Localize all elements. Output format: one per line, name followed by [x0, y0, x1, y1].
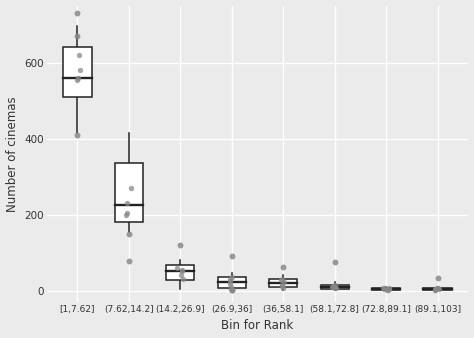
- Point: [73, 77, 81, 82]
- Point: [228, 287, 236, 292]
- Point: [179, 267, 186, 272]
- Point: [280, 280, 288, 285]
- Point: [383, 287, 391, 292]
- Point: [125, 258, 133, 264]
- Point: [279, 264, 287, 270]
- Point: [434, 285, 441, 291]
- Point: [331, 283, 338, 288]
- Point: [73, 10, 81, 16]
- Point: [128, 185, 135, 191]
- Bar: [63, 47, 91, 97]
- Point: [277, 277, 285, 283]
- Point: [227, 284, 234, 290]
- Point: [279, 285, 287, 290]
- Point: [173, 265, 181, 271]
- Point: [226, 281, 234, 287]
- Point: [123, 200, 130, 206]
- Point: [434, 275, 441, 281]
- X-axis label: Bin for Rank: Bin for Rank: [221, 319, 293, 333]
- Point: [329, 284, 337, 289]
- Point: [279, 276, 286, 282]
- Point: [385, 287, 392, 292]
- Point: [381, 286, 389, 291]
- Point: [380, 285, 387, 291]
- Point: [380, 286, 388, 291]
- Point: [385, 285, 393, 290]
- Point: [228, 286, 235, 291]
- Point: [433, 286, 441, 291]
- Point: [431, 287, 439, 292]
- Point: [435, 286, 443, 291]
- Point: [333, 285, 340, 290]
- Point: [228, 287, 236, 293]
- Point: [74, 75, 82, 80]
- Point: [328, 284, 336, 290]
- Point: [75, 52, 82, 58]
- Point: [76, 68, 84, 73]
- Point: [431, 287, 438, 292]
- Point: [331, 260, 338, 265]
- Point: [73, 33, 81, 39]
- Y-axis label: Number of cinemas: Number of cinemas: [6, 96, 18, 212]
- Bar: [423, 288, 452, 290]
- Point: [122, 212, 130, 217]
- Point: [431, 287, 439, 293]
- Point: [384, 287, 392, 293]
- Bar: [218, 277, 246, 288]
- Bar: [115, 163, 143, 221]
- Bar: [372, 288, 400, 290]
- Point: [226, 276, 234, 282]
- Point: [176, 242, 184, 248]
- Point: [125, 231, 133, 236]
- Point: [177, 273, 185, 278]
- Point: [226, 279, 234, 284]
- Point: [73, 132, 81, 138]
- Point: [179, 276, 187, 282]
- Bar: [166, 265, 194, 281]
- Point: [228, 275, 236, 280]
- Point: [123, 210, 130, 215]
- Point: [228, 254, 236, 259]
- Point: [331, 286, 339, 291]
- Bar: [269, 279, 297, 287]
- Point: [278, 284, 286, 289]
- Bar: [320, 285, 349, 289]
- Point: [278, 282, 286, 288]
- Point: [178, 268, 185, 274]
